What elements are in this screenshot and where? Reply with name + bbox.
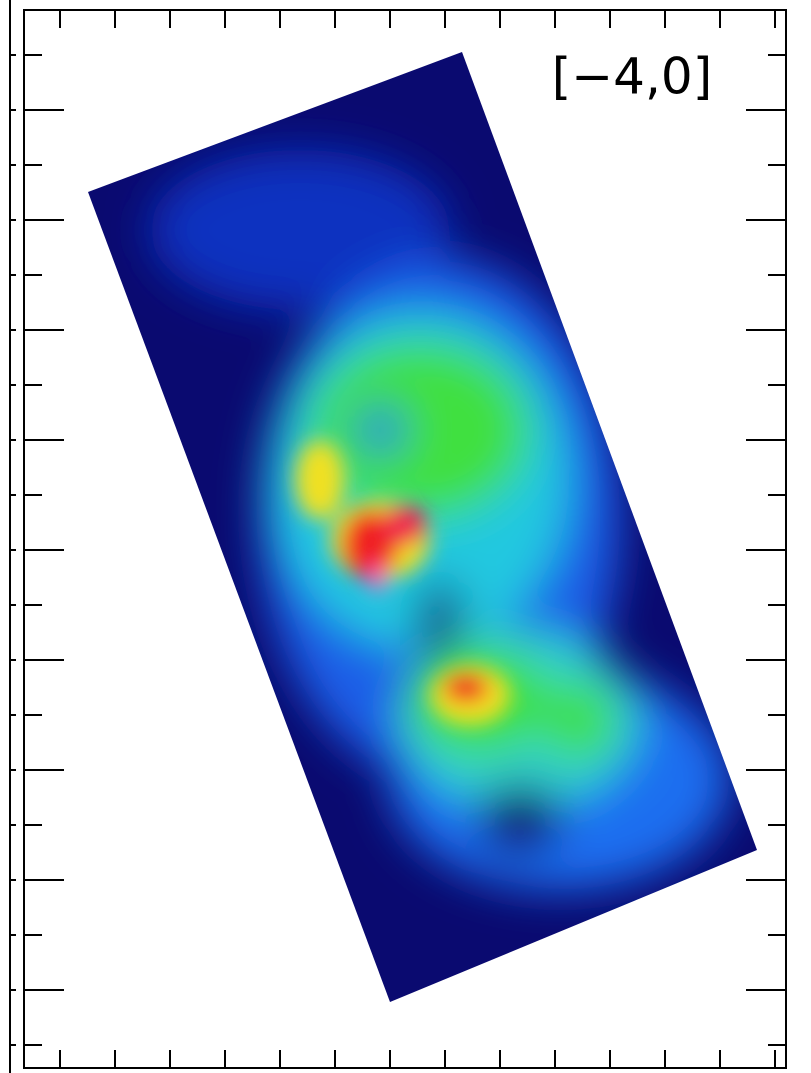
panel-label: [−4,0] [552,48,712,106]
figure-panel: [−4,0] [0,0,811,1073]
